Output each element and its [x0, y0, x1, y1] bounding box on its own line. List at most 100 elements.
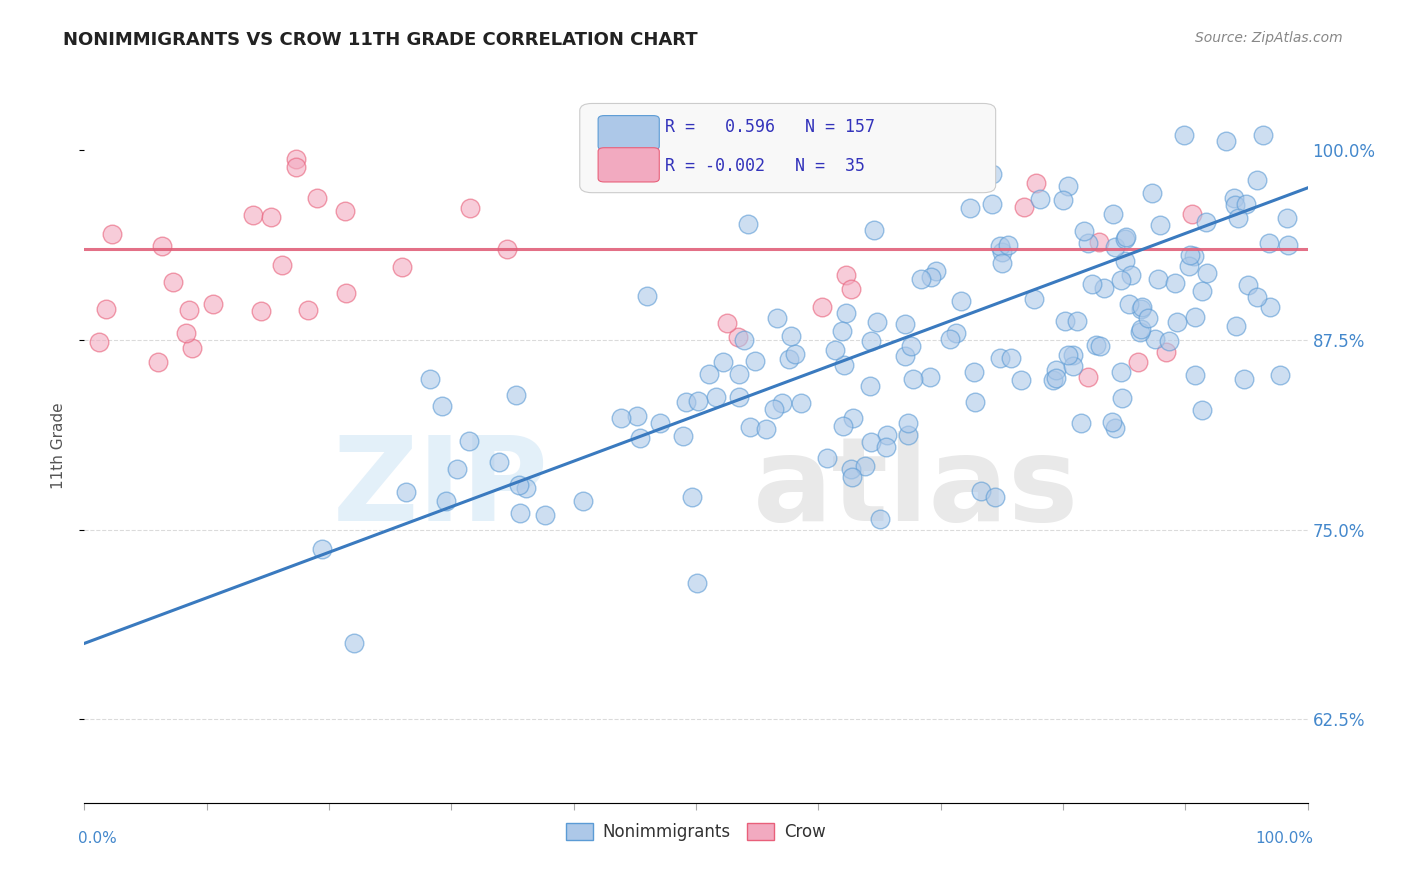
Point	[1045, 371, 1067, 385]
Point	[1129, 325, 1152, 339]
Y-axis label: 11th Grade: 11th Grade	[51, 402, 66, 490]
Point	[1191, 284, 1213, 298]
Point	[636, 289, 658, 303]
Point	[963, 365, 986, 379]
Point	[1062, 348, 1084, 362]
Point	[859, 334, 882, 348]
Point	[1225, 319, 1247, 334]
Point	[939, 332, 962, 346]
Point	[1226, 211, 1249, 225]
Point	[628, 432, 651, 446]
Point	[1077, 235, 1099, 250]
Point	[391, 260, 413, 275]
Point	[1010, 373, 1032, 387]
Point	[897, 428, 920, 442]
Point	[1173, 128, 1195, 142]
Point	[1184, 368, 1206, 382]
Point	[515, 482, 537, 496]
Point	[1234, 197, 1257, 211]
Point	[1178, 248, 1201, 262]
Text: atlas: atlas	[754, 432, 1080, 546]
Point	[572, 494, 595, 508]
Point	[305, 191, 328, 205]
FancyBboxPatch shape	[579, 103, 995, 193]
Point	[835, 268, 858, 282]
Point	[100, 227, 122, 241]
Point	[1233, 371, 1256, 385]
Point	[672, 429, 695, 443]
Point	[1052, 193, 1074, 207]
Point	[728, 390, 751, 404]
Point	[755, 422, 778, 436]
Point	[862, 223, 884, 237]
Text: NONIMMIGRANTS VS CROW 11TH GRADE CORRELATION CHART: NONIMMIGRANTS VS CROW 11TH GRADE CORRELA…	[63, 31, 697, 49]
Point	[859, 435, 882, 450]
Point	[419, 372, 441, 386]
Point	[1126, 355, 1149, 369]
Point	[1195, 214, 1218, 228]
Point	[1157, 334, 1180, 348]
Point	[1181, 207, 1204, 221]
Point	[1130, 322, 1153, 336]
Point	[950, 293, 973, 308]
Point	[1275, 211, 1298, 225]
Point	[869, 512, 891, 526]
Point	[920, 269, 942, 284]
Point	[959, 201, 981, 215]
Point	[162, 275, 184, 289]
Point	[1085, 337, 1108, 351]
Point	[1045, 362, 1067, 376]
Point	[876, 427, 898, 442]
Point	[202, 296, 225, 310]
Point	[343, 636, 366, 650]
Point	[763, 402, 786, 417]
Text: ZIP: ZIP	[333, 432, 550, 546]
Point	[945, 326, 967, 341]
Point	[1132, 300, 1154, 314]
Point	[894, 349, 917, 363]
Point	[260, 210, 283, 224]
Point	[1136, 310, 1159, 325]
Point	[1070, 416, 1092, 430]
Point	[894, 317, 917, 331]
Point	[984, 490, 1007, 504]
Point	[1088, 235, 1111, 249]
Point	[297, 303, 319, 318]
Point	[488, 455, 510, 469]
Point	[1054, 314, 1077, 328]
Point	[1062, 359, 1084, 373]
Point	[610, 411, 633, 425]
Point	[146, 355, 169, 369]
Point	[152, 239, 174, 253]
Point	[842, 410, 865, 425]
Point	[1111, 391, 1133, 405]
Point	[1184, 310, 1206, 325]
Point	[1115, 230, 1137, 244]
Point	[1191, 403, 1213, 417]
Point	[1104, 421, 1126, 435]
Point	[1164, 277, 1187, 291]
Text: 100.0%: 100.0%	[1256, 831, 1313, 847]
Point	[395, 485, 418, 500]
Point	[533, 508, 555, 523]
Point	[910, 271, 932, 285]
Point	[94, 301, 117, 316]
Point	[250, 303, 273, 318]
Point	[1147, 271, 1170, 285]
Point	[686, 576, 709, 591]
Point	[811, 300, 834, 314]
Point	[832, 418, 855, 433]
Point	[1215, 135, 1237, 149]
Point	[174, 326, 197, 341]
Point	[988, 239, 1011, 253]
Point	[1225, 197, 1247, 211]
Point	[1129, 301, 1152, 316]
Point	[1166, 315, 1188, 329]
Point	[1178, 259, 1201, 273]
Point	[789, 396, 811, 410]
Point	[737, 218, 759, 232]
Point	[744, 354, 766, 368]
Point	[733, 333, 755, 347]
Point	[1195, 266, 1218, 280]
Point	[1012, 200, 1035, 214]
